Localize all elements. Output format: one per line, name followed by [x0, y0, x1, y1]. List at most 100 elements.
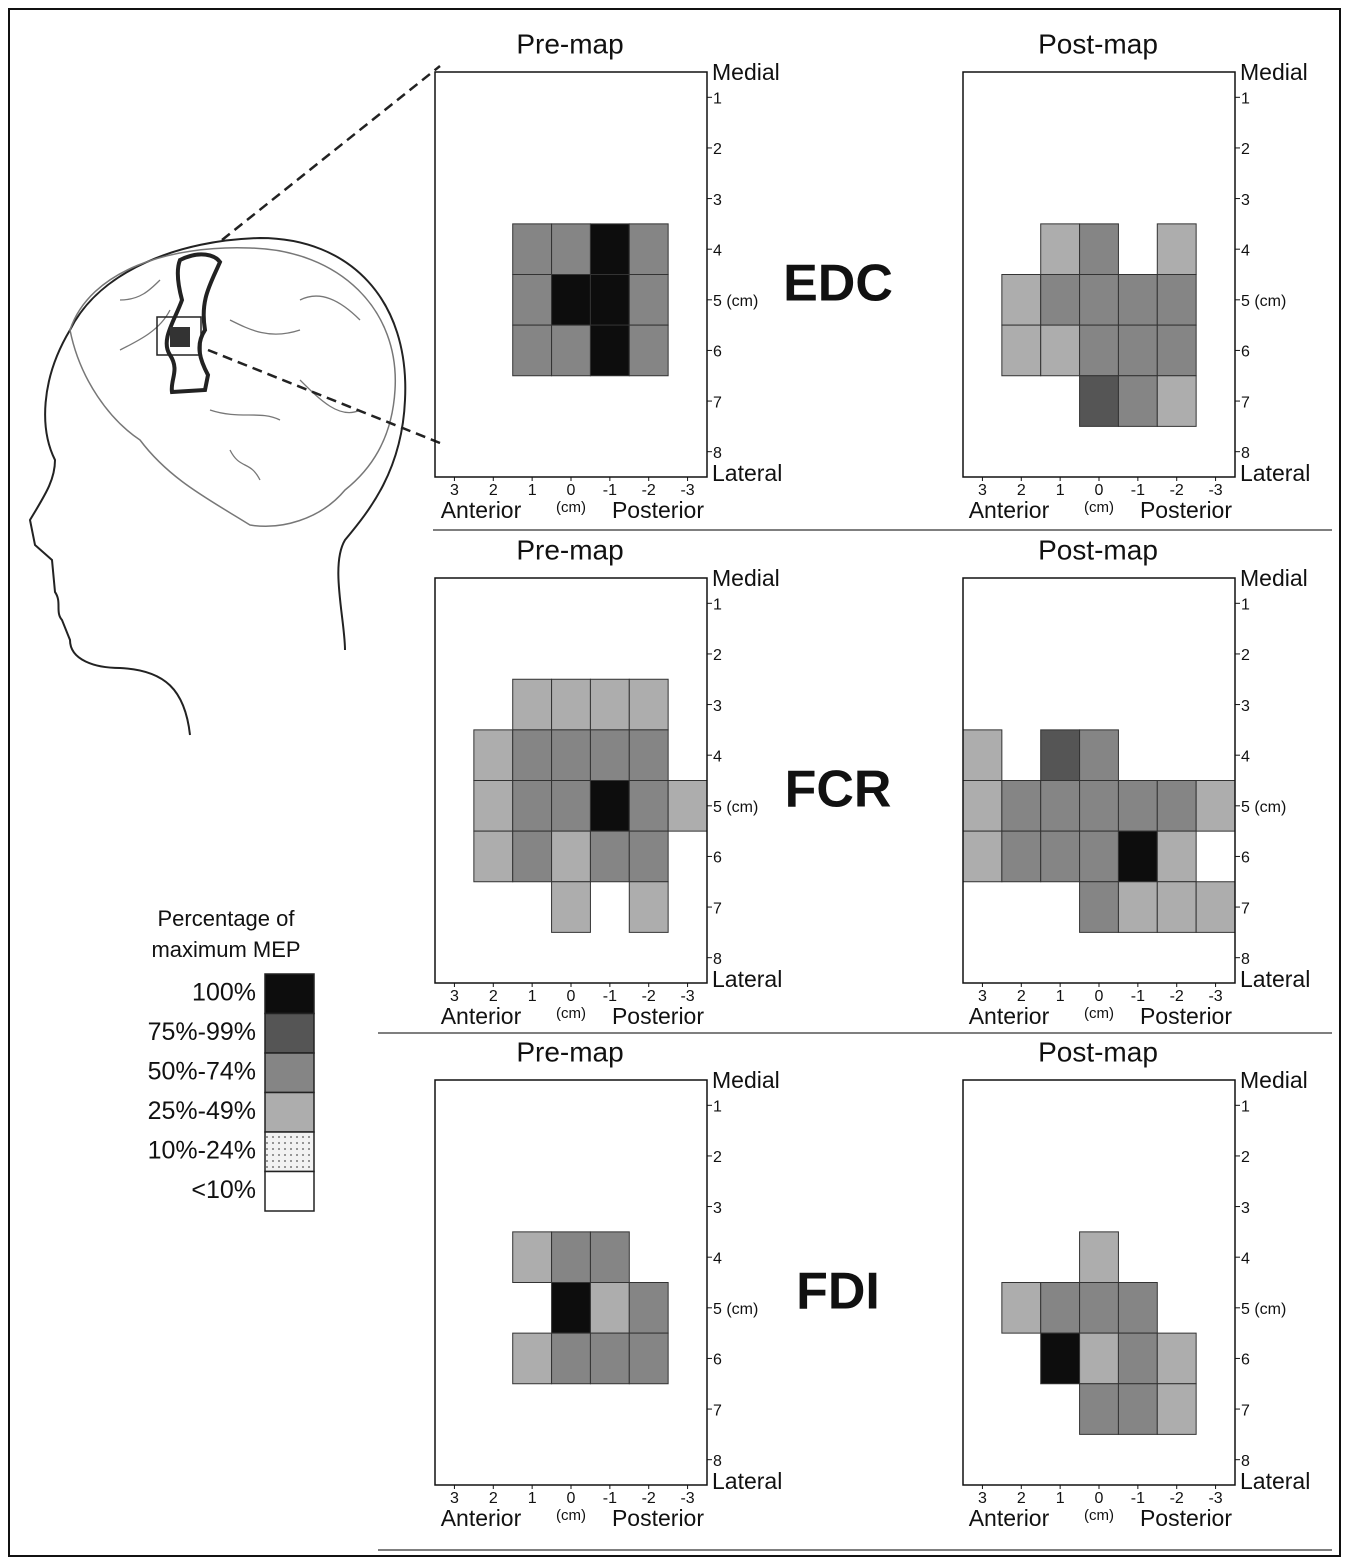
map-cell	[589, 729, 630, 781]
y-label-bottom: Lateral	[712, 966, 782, 992]
map-cell	[551, 678, 591, 731]
x-unit: (cm)	[1084, 1507, 1114, 1524]
x-label-left: Anterior	[441, 1505, 522, 1531]
x-tick-label: -2	[1170, 988, 1184, 1005]
map-cell	[589, 274, 630, 326]
heatmap-panel: Post-map 1 2 3 4 5 (cm) 6 7 8 3 2 1 0 -1 -2 -3 (cm) Anter…	[962, 534, 1310, 1029]
y-tick-label: 6	[713, 344, 722, 361]
x-tick-label: 2	[1017, 482, 1026, 499]
x-tick-label: 2	[489, 1490, 498, 1507]
y-label-bottom: Lateral	[712, 460, 782, 486]
y-tick-label: 7	[713, 900, 722, 917]
y-tick-label: 8	[713, 445, 722, 462]
x-tick-label: -2	[1170, 1490, 1184, 1507]
map-cell	[1117, 780, 1158, 832]
x-label-right: Posterior	[1140, 1505, 1232, 1531]
map-cell	[512, 1332, 553, 1385]
x-tick-label: -3	[680, 1490, 694, 1507]
y-tick-label: 5 (cm)	[713, 293, 758, 310]
legend-swatch	[264, 1131, 315, 1173]
x-tick-label: 0	[1095, 482, 1104, 499]
map-cell	[1040, 324, 1081, 377]
muscle-label: FCR	[785, 761, 892, 819]
map-cell	[1117, 881, 1158, 933]
heatmap-panel: Pre-map EDC 1 2 3 4 5 (cm) 6 7 8 3 2 1 0 -1 -2 -3 (cm) Ant…	[434, 28, 893, 523]
map-cell	[1195, 881, 1236, 933]
x-tick-label: 0	[567, 1490, 576, 1507]
x-unit: (cm)	[1084, 499, 1114, 516]
map-cell	[1040, 1282, 1081, 1334]
legend-label: 75%-99%	[148, 1018, 256, 1046]
y-tick-label: 7	[1241, 1402, 1250, 1419]
panel-title: Post-map	[1038, 28, 1158, 59]
heatmap-panel: Pre-map FDI 1 2 3 4 5 (cm) 6 7 8 3 2 1 0 -1 -2 -3 (cm) Ant…	[434, 1036, 880, 1531]
y-tick-label: 1	[1241, 91, 1250, 108]
x-tick-label: -3	[1208, 482, 1222, 499]
map-cell	[1079, 780, 1119, 832]
y-tick-label: 5 (cm)	[1241, 1301, 1286, 1318]
x-label-left: Anterior	[969, 1505, 1050, 1531]
x-tick-label: 1	[1056, 482, 1065, 499]
y-label-bottom: Lateral	[712, 1468, 782, 1494]
muscle-label: EDC	[783, 255, 893, 313]
map-cell	[1156, 780, 1197, 832]
map-cell	[473, 830, 514, 883]
legend-swatch	[264, 1091, 315, 1133]
map-cell	[512, 223, 553, 275]
y-tick-label: 6	[1241, 344, 1250, 361]
y-tick-label: 8	[1241, 951, 1250, 968]
map-cell	[551, 274, 591, 326]
map-cell	[1079, 729, 1119, 781]
map-cell	[512, 324, 553, 377]
map-cell	[628, 729, 669, 781]
y-tick-label: 7	[713, 394, 722, 411]
y-tick-label: 6	[713, 850, 722, 867]
legend-label: 50%-74%	[148, 1058, 256, 1086]
heatmap-panel: Post-map 1 2 3 4 5 (cm) 6 7 8 3 2 1 0 -1 -2 -3 (cm) Anter…	[962, 28, 1310, 523]
legend: Percentage of maximum MEP 100% 75%-99% 50%-7…	[148, 906, 315, 1212]
map-cell	[628, 830, 669, 883]
map-cell	[1040, 1332, 1081, 1385]
map-cell	[1040, 780, 1081, 832]
map-cell	[589, 223, 630, 275]
panel-title: Pre-map	[516, 534, 623, 565]
separators	[378, 529, 1332, 1551]
map-cell	[1079, 375, 1119, 427]
y-tick-label: 3	[1241, 192, 1250, 209]
y-label-top: Medial	[712, 59, 780, 85]
map-cell	[628, 780, 669, 832]
map-cell	[1001, 780, 1042, 832]
y-tick-label: 2	[1241, 647, 1250, 664]
legend-swatch	[264, 1170, 315, 1212]
map-cell	[512, 274, 553, 326]
map-cell	[667, 780, 708, 832]
y-tick-label: 8	[713, 1453, 722, 1470]
x-tick-label: 1	[528, 1490, 537, 1507]
map-cell	[589, 830, 630, 883]
map-cell	[1117, 1282, 1158, 1334]
map-cell	[1079, 1332, 1119, 1385]
y-label-bottom: Lateral	[1240, 460, 1310, 486]
y-tick-label: 2	[1241, 141, 1250, 158]
map-cell	[1001, 324, 1042, 377]
x-tick-label: 1	[1056, 1490, 1065, 1507]
map-cell	[628, 1332, 669, 1385]
x-label-right: Posterior	[612, 1505, 704, 1531]
map-cell	[512, 1231, 553, 1283]
x-tick-label: -1	[603, 988, 617, 1005]
y-tick-label: 8	[1241, 445, 1250, 462]
y-tick-label: 7	[1241, 900, 1250, 917]
map-cell	[1156, 324, 1197, 377]
x-label-right: Posterior	[1140, 497, 1232, 523]
y-tick-label: 2	[713, 1149, 722, 1166]
x-tick-label: -1	[1131, 988, 1145, 1005]
y-label-bottom: Lateral	[1240, 966, 1310, 992]
y-tick-label: 4	[713, 1250, 722, 1267]
map-cell	[1079, 1231, 1119, 1283]
map-cell	[589, 1231, 630, 1283]
map-cell	[551, 223, 591, 275]
map-cell	[1117, 1332, 1158, 1385]
map-cell	[1117, 830, 1158, 883]
x-tick-label: 1	[528, 988, 537, 1005]
